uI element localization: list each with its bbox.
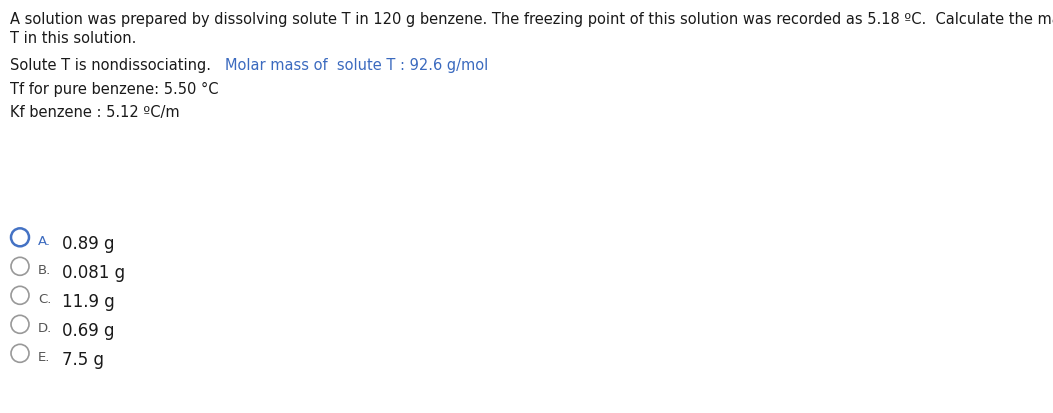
Text: 0.081 g: 0.081 g	[62, 263, 125, 281]
Text: D.: D.	[38, 321, 53, 334]
Text: 0.89 g: 0.89 g	[62, 235, 115, 252]
Text: C.: C.	[38, 292, 52, 305]
Text: 7.5 g: 7.5 g	[62, 350, 104, 368]
Text: B.: B.	[38, 263, 52, 276]
Text: E.: E.	[38, 350, 51, 363]
Text: 11.9 g: 11.9 g	[62, 292, 115, 310]
Text: 0.69 g: 0.69 g	[62, 321, 115, 339]
Text: Tf for pure benzene: 5.50 °C: Tf for pure benzene: 5.50 °C	[9, 82, 219, 97]
Text: T in this solution.: T in this solution.	[9, 31, 137, 46]
Text: A.: A.	[38, 235, 51, 247]
Text: A solution was prepared by dissolving solute T in 120 g benzene. The freezing po: A solution was prepared by dissolving so…	[9, 12, 1053, 27]
Text: Kf benzene : 5.12 ºC/m: Kf benzene : 5.12 ºC/m	[9, 105, 180, 120]
Text: Solute T is nondissociating.: Solute T is nondissociating.	[9, 58, 211, 73]
Text: Molar mass of  solute T : 92.6 g/mol: Molar mass of solute T : 92.6 g/mol	[225, 58, 489, 73]
